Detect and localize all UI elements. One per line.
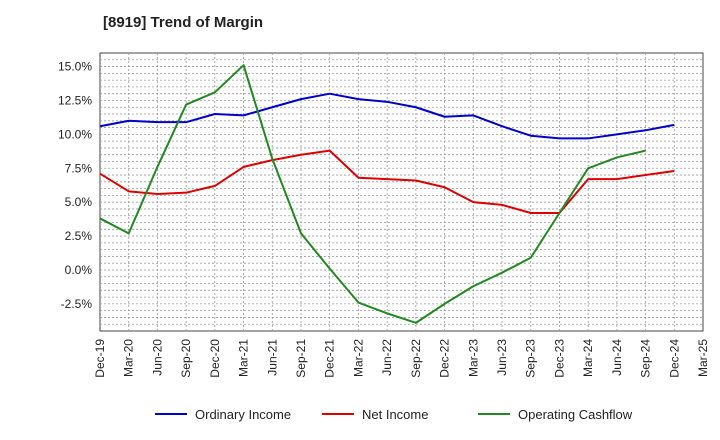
y-tick-label: 10.0% bbox=[58, 127, 92, 141]
ordinary-income-legend-label: Ordinary Income bbox=[195, 407, 291, 422]
x-tick-label: Mar-23 bbox=[466, 339, 480, 377]
x-tick-label: Sep-21 bbox=[294, 339, 308, 378]
x-tick-label: Dec-19 bbox=[93, 339, 107, 378]
operating-cashflow-legend-label: Operating Cashflow bbox=[518, 407, 633, 422]
y-tick-label: 15.0% bbox=[58, 60, 92, 74]
chart-title: [8919] Trend of Margin bbox=[103, 14, 264, 31]
net-income-line bbox=[99, 149, 675, 215]
net-income-legend-label: Net Income bbox=[362, 407, 428, 422]
x-tick-label: Jun-24 bbox=[610, 339, 624, 376]
y-tick-label: 12.5% bbox=[58, 93, 92, 107]
x-tick-label: Dec-20 bbox=[208, 339, 222, 378]
x-tick-label: Sep-23 bbox=[524, 339, 538, 378]
x-tick-label: Dec-21 bbox=[323, 339, 337, 378]
x-tick-label: Sep-24 bbox=[639, 339, 653, 378]
x-tick-label: Mar-25 bbox=[696, 339, 710, 377]
x-tick-label: Jun-21 bbox=[265, 339, 279, 376]
operating-cashflow-line bbox=[99, 64, 646, 324]
ordinary-income-line bbox=[99, 92, 675, 140]
x-tick-label: Dec-24 bbox=[667, 339, 681, 378]
x-tick-label: Jun-22 bbox=[380, 339, 394, 376]
y-tick-label: 2.5% bbox=[65, 229, 93, 243]
x-tick-label: Mar-21 bbox=[237, 339, 251, 377]
x-tick-label: Mar-20 bbox=[122, 339, 136, 377]
y-tick-label: 5.0% bbox=[65, 195, 93, 209]
x-tick-label: Jun-23 bbox=[495, 339, 509, 376]
y-tick-label: -2.5% bbox=[61, 297, 93, 311]
x-tick-label: Sep-22 bbox=[409, 339, 423, 378]
x-tick-label: Sep-20 bbox=[179, 339, 193, 378]
x-tick-label: Dec-22 bbox=[438, 339, 452, 378]
x-tick-label: Mar-22 bbox=[351, 339, 365, 377]
y-tick-label: 7.5% bbox=[65, 161, 93, 175]
y-tick-label: 0.0% bbox=[65, 263, 93, 277]
x-tick-label: Mar-24 bbox=[581, 339, 595, 377]
x-tick-label: Jun-20 bbox=[150, 339, 164, 376]
x-tick-label: Dec-23 bbox=[552, 339, 566, 378]
